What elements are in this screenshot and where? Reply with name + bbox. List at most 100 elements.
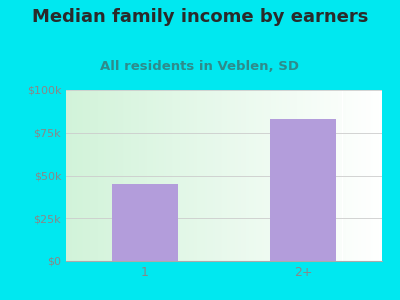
Bar bbox=[224, 90, 226, 261]
Bar bbox=[257, 90, 259, 261]
Bar bbox=[186, 90, 188, 261]
Bar bbox=[158, 90, 159, 261]
Bar bbox=[85, 90, 86, 261]
Bar bbox=[380, 90, 382, 261]
Bar bbox=[184, 90, 186, 261]
Bar bbox=[153, 90, 154, 261]
Bar bbox=[107, 90, 109, 261]
Bar bbox=[256, 90, 257, 261]
Bar bbox=[314, 90, 316, 261]
Bar bbox=[341, 90, 342, 261]
Bar bbox=[360, 90, 362, 261]
Bar bbox=[207, 90, 208, 261]
Bar bbox=[362, 90, 363, 261]
Bar bbox=[136, 90, 137, 261]
Bar bbox=[218, 90, 219, 261]
Bar bbox=[327, 90, 328, 261]
Bar bbox=[371, 90, 372, 261]
Bar bbox=[240, 90, 241, 261]
Bar bbox=[137, 90, 139, 261]
Bar bbox=[252, 90, 254, 261]
Bar bbox=[349, 90, 350, 261]
Bar bbox=[336, 90, 338, 261]
Bar bbox=[72, 90, 74, 261]
Bar bbox=[167, 90, 169, 261]
Bar bbox=[170, 90, 172, 261]
Bar bbox=[222, 90, 224, 261]
Bar bbox=[66, 90, 68, 261]
Bar bbox=[248, 90, 249, 261]
Bar bbox=[308, 90, 309, 261]
Bar bbox=[273, 90, 274, 261]
Bar bbox=[317, 90, 319, 261]
Bar bbox=[214, 90, 216, 261]
Bar bbox=[148, 90, 150, 261]
Bar bbox=[204, 90, 205, 261]
Bar bbox=[324, 90, 325, 261]
Bar bbox=[216, 90, 218, 261]
Bar bbox=[90, 90, 91, 261]
Bar bbox=[227, 90, 229, 261]
Bar bbox=[287, 90, 289, 261]
Bar bbox=[208, 90, 210, 261]
Bar bbox=[118, 90, 120, 261]
Bar bbox=[101, 90, 102, 261]
Bar bbox=[270, 119, 336, 261]
Bar bbox=[175, 90, 177, 261]
Bar bbox=[235, 90, 237, 261]
Bar bbox=[320, 90, 322, 261]
Bar bbox=[181, 90, 183, 261]
Bar bbox=[237, 90, 238, 261]
Bar bbox=[281, 90, 282, 261]
Bar bbox=[226, 90, 227, 261]
Bar bbox=[164, 90, 166, 261]
Bar bbox=[120, 90, 121, 261]
Bar bbox=[232, 90, 234, 261]
Bar bbox=[344, 90, 346, 261]
Text: All residents in Veblen, SD: All residents in Veblen, SD bbox=[100, 60, 300, 73]
Bar bbox=[254, 90, 256, 261]
Bar bbox=[71, 90, 72, 261]
Bar bbox=[230, 90, 232, 261]
Bar bbox=[183, 90, 184, 261]
Bar bbox=[278, 90, 279, 261]
Bar bbox=[188, 90, 189, 261]
Bar bbox=[140, 90, 142, 261]
Bar bbox=[289, 90, 290, 261]
Bar bbox=[270, 90, 271, 261]
Bar bbox=[267, 90, 268, 261]
Bar bbox=[116, 90, 118, 261]
Bar bbox=[330, 90, 332, 261]
Bar bbox=[306, 90, 308, 261]
Bar bbox=[243, 90, 244, 261]
Bar bbox=[77, 90, 79, 261]
Bar bbox=[210, 90, 211, 261]
Bar bbox=[199, 90, 200, 261]
Bar bbox=[80, 90, 82, 261]
Bar bbox=[260, 90, 262, 261]
Bar bbox=[174, 90, 175, 261]
Bar bbox=[129, 90, 131, 261]
Bar bbox=[358, 90, 360, 261]
Bar bbox=[131, 90, 132, 261]
Bar bbox=[196, 90, 197, 261]
Bar bbox=[311, 90, 312, 261]
Bar bbox=[352, 90, 354, 261]
Bar bbox=[96, 90, 98, 261]
Bar bbox=[213, 90, 214, 261]
Bar bbox=[294, 90, 295, 261]
Bar bbox=[372, 90, 374, 261]
Bar bbox=[102, 90, 104, 261]
Bar bbox=[333, 90, 334, 261]
Bar bbox=[374, 90, 376, 261]
Bar bbox=[104, 90, 106, 261]
Bar bbox=[304, 90, 306, 261]
Bar bbox=[94, 90, 96, 261]
Bar bbox=[169, 90, 170, 261]
Bar bbox=[159, 90, 161, 261]
Bar bbox=[82, 90, 83, 261]
Bar bbox=[144, 90, 145, 261]
Bar bbox=[334, 90, 336, 261]
Bar bbox=[279, 90, 281, 261]
Bar bbox=[88, 90, 90, 261]
